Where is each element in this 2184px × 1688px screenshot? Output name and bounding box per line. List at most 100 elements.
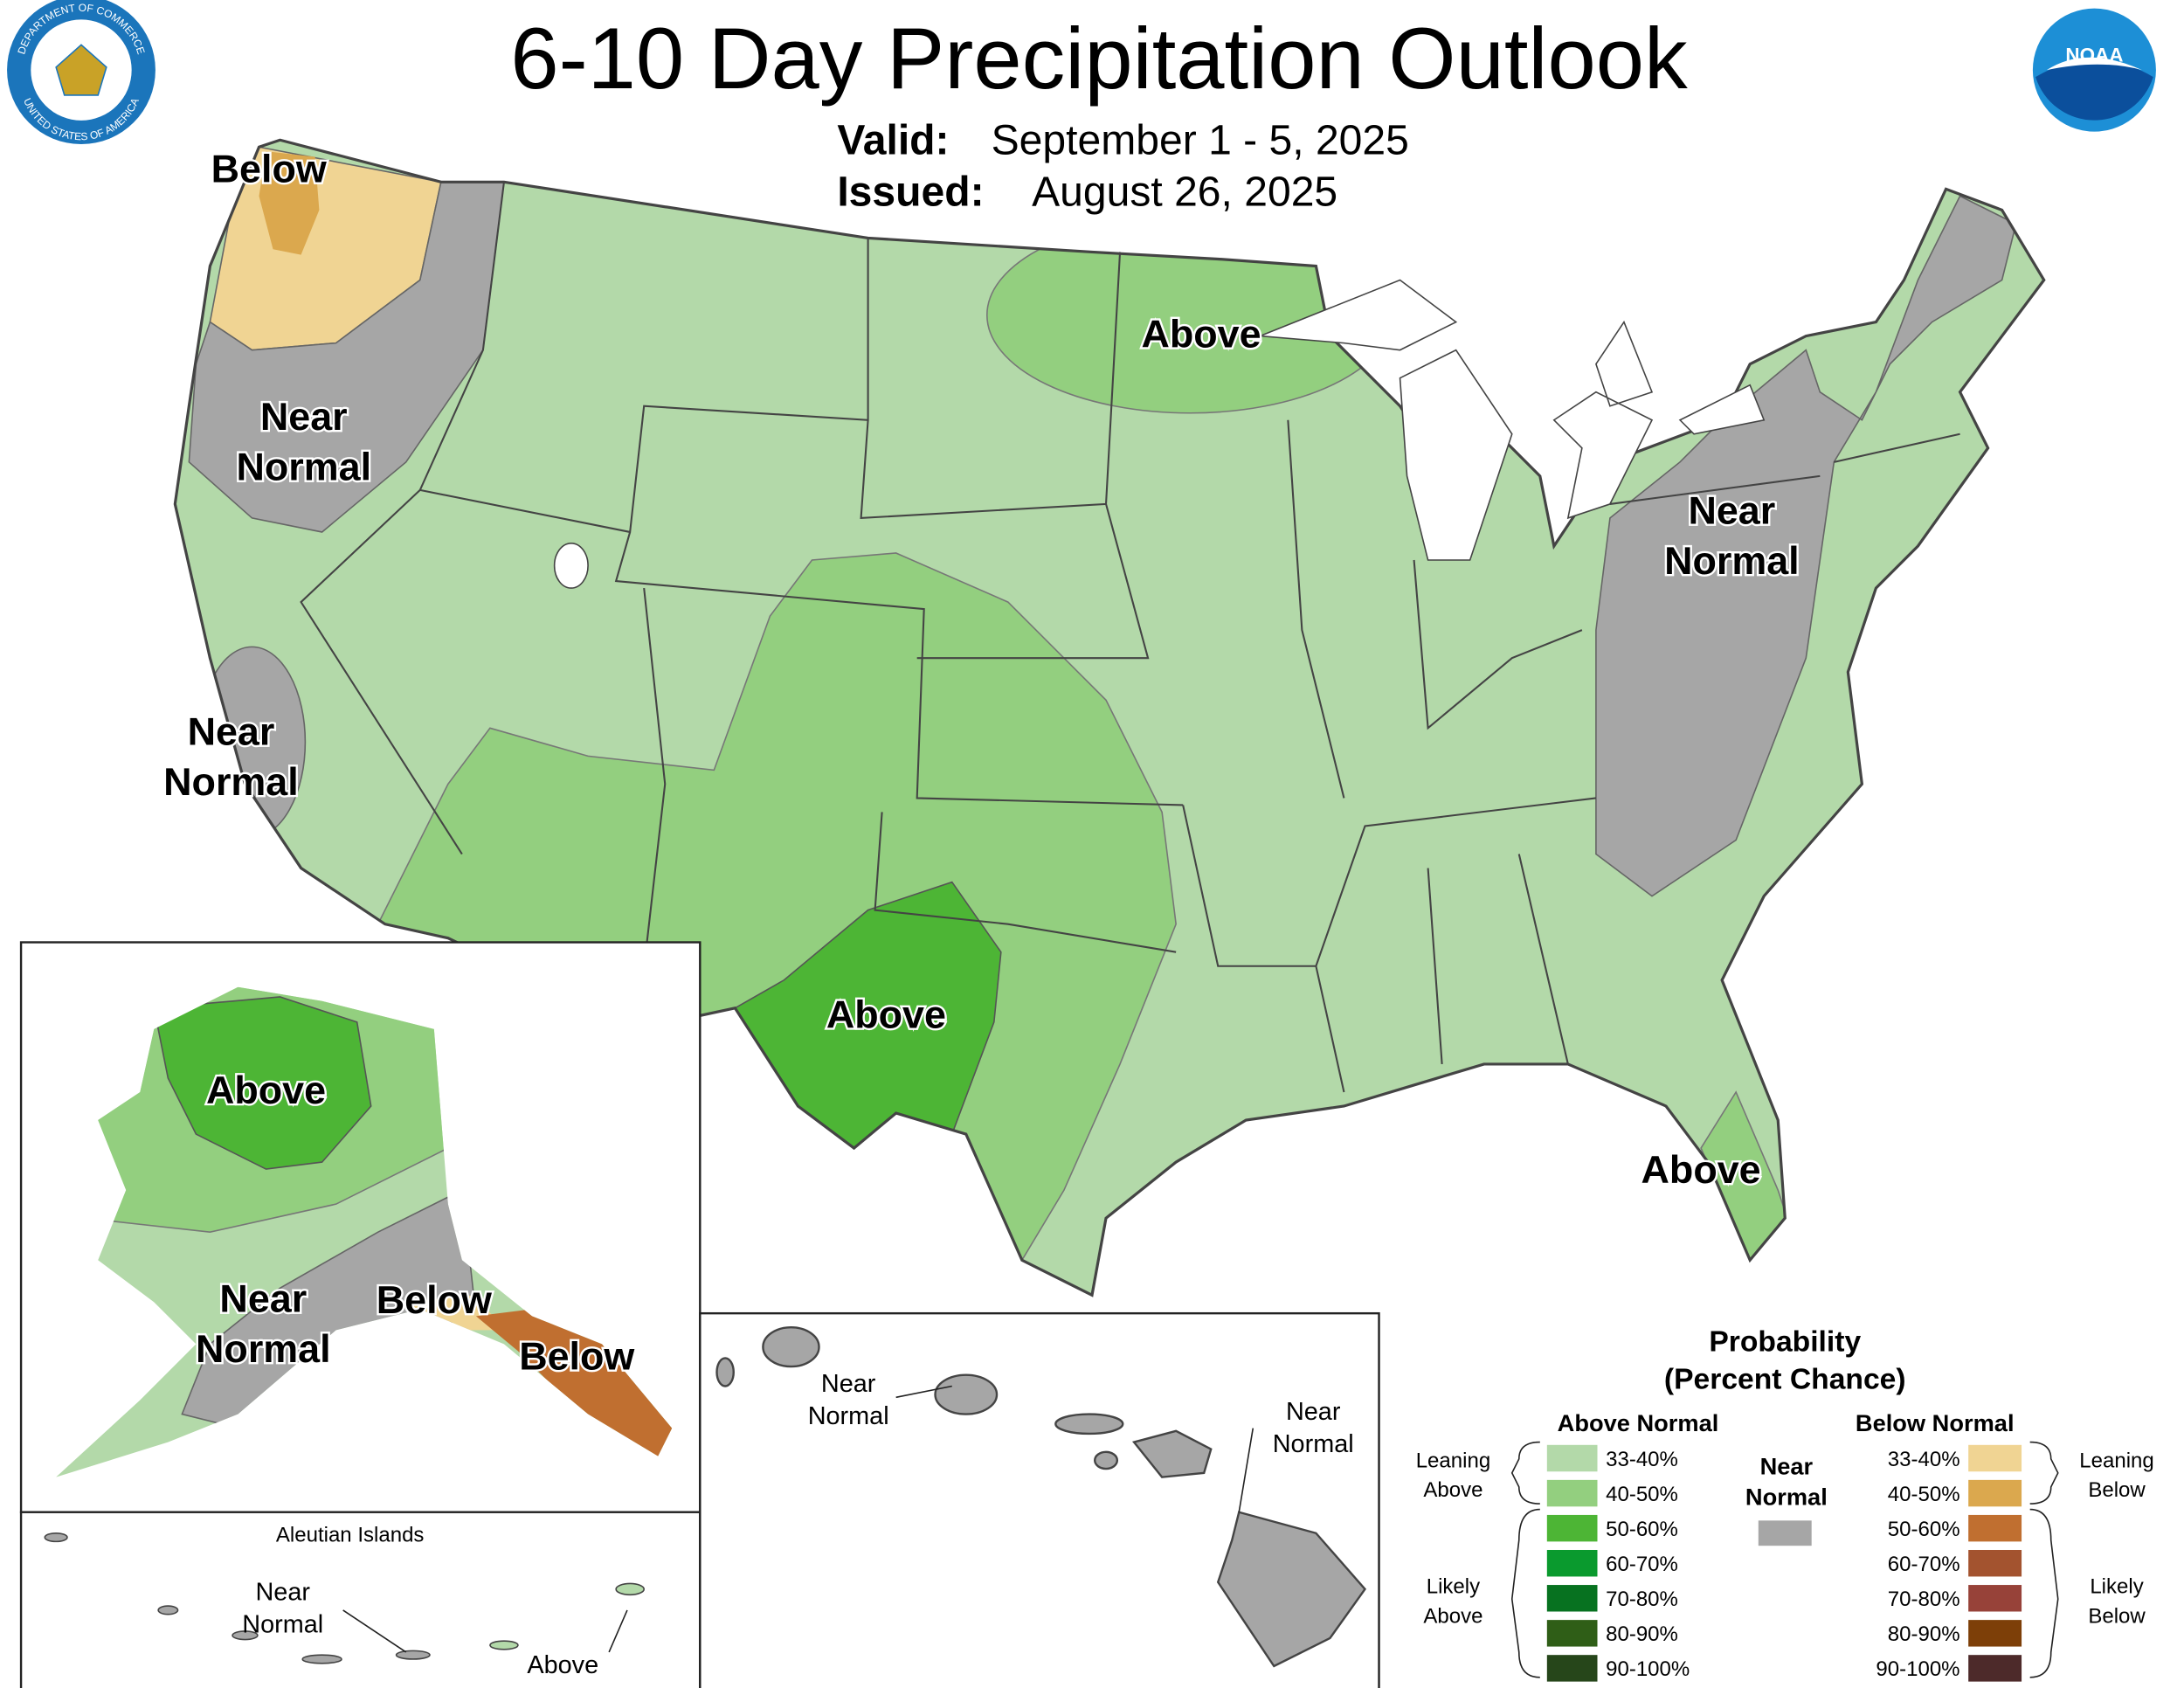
legend-label: 60-70% <box>1606 1553 1678 1576</box>
map-label: Below <box>377 1277 492 1322</box>
map-label-line: Normal <box>196 1326 331 1371</box>
map-label: Near Normal <box>163 709 299 804</box>
island <box>1054 1413 1124 1435</box>
legend-title-line: (Percent Chance) <box>1664 1364 1906 1396</box>
legend-label: 70-80% <box>1606 1588 1678 1611</box>
map-label-line: Near <box>255 1579 310 1607</box>
conus-regions <box>188 146 2017 1263</box>
map-label-line: Near <box>1688 488 1775 532</box>
map-label-line: Above <box>1141 311 1261 356</box>
legend-label: 90-100% <box>1606 1657 1690 1681</box>
noaa-wave <box>2035 59 2153 121</box>
region-near-normal <box>1595 195 2017 897</box>
valid-label: Valid: <box>837 116 949 163</box>
legend-group-line: Below <box>2088 1478 2146 1502</box>
legend-near-normal: Near Normal <box>1745 1452 1828 1510</box>
island <box>1216 1511 1367 1668</box>
legend-swatch <box>1968 1444 2022 1472</box>
map-label: Near Normal <box>236 394 371 488</box>
map-label-line: Below <box>211 146 327 190</box>
legend-group-line: Likely <box>2090 1575 2143 1599</box>
island <box>615 1582 645 1596</box>
map-label: Above <box>1641 1147 1761 1192</box>
legend-group: Leaning Above <box>1416 1449 1490 1502</box>
region-below-50 <box>475 1309 673 1463</box>
map-label-line: Normal <box>808 1402 889 1430</box>
legend-label: 80-90% <box>1888 1622 1960 1646</box>
map-label-line: Normal <box>1273 1430 1354 1458</box>
legend-swatch <box>1546 1514 1598 1542</box>
state-lines <box>300 182 1960 1093</box>
noaa-logo: NOAA <box>2032 8 2156 132</box>
legend-group: Leaning Below <box>2079 1449 2153 1502</box>
map-label-line: Normal <box>1664 538 1800 583</box>
island <box>934 1373 999 1415</box>
legend-swatch <box>1968 1655 2022 1682</box>
issued-label: Issued: <box>837 169 984 216</box>
map-label-line: Above <box>1641 1147 1761 1192</box>
map-label: Below <box>519 1333 634 1378</box>
island <box>301 1654 342 1664</box>
map-label: Near Normal <box>1664 488 1800 582</box>
island <box>762 1325 820 1368</box>
map-label: Above <box>826 992 946 1036</box>
legend-label: 70-80% <box>1888 1588 1960 1611</box>
legend-label: 33-40% <box>1888 1448 1960 1471</box>
map-label-line: Near <box>260 394 348 439</box>
legend-swatch <box>1968 1514 2022 1542</box>
issued-date: August 26, 2025 <box>1032 169 1337 216</box>
legend-label: 80-90% <box>1606 1622 1678 1646</box>
aleutian-title: Aleutian Islands <box>276 1523 425 1546</box>
leader-lines <box>342 1609 628 1653</box>
legend-swatch <box>1546 1444 1598 1472</box>
map-label: Near Normal <box>1273 1398 1354 1458</box>
legend-label: 60-70% <box>1888 1553 1960 1576</box>
leader-lines <box>895 1385 1254 1512</box>
aleutian-inset <box>19 1511 702 1688</box>
legend-label: 40-50% <box>1888 1483 1960 1506</box>
island <box>1094 1450 1119 1470</box>
island <box>232 1630 259 1641</box>
noaa-bird <box>2046 57 2142 71</box>
map-label: Near Normal <box>196 1276 331 1371</box>
aleutian-islands <box>44 1532 645 1664</box>
valid-dates: September 1 - 5, 2025 <box>992 116 1409 163</box>
map-label-line: Normal <box>236 444 371 488</box>
map-label-line: Below <box>519 1333 634 1378</box>
labels: Below Near Normal Near Normal Above Near Normal… <box>162 144 2154 1682</box>
legend-swatch <box>1546 1620 1598 1647</box>
legend-swatch <box>1968 1620 2022 1647</box>
map-label: Below <box>211 146 327 190</box>
legend-header: Above Normal <box>1558 1409 1719 1436</box>
map-label-line: Above <box>527 1651 598 1679</box>
map-label-line: Normal <box>242 1611 323 1639</box>
legend-swatch <box>1546 1549 1598 1577</box>
legend-group-line: Leaning <box>1416 1449 1490 1472</box>
legend-group-line: Leaning <box>2079 1449 2153 1472</box>
commerce-seal: DEPARTMENT OF COMMERCE UNITED STATES OF … <box>7 0 156 145</box>
map-label: Above <box>1141 311 1261 356</box>
island <box>715 1357 735 1387</box>
map-label: Near Normal <box>242 1579 323 1639</box>
legend-title-line: Probability <box>1709 1325 1861 1358</box>
island <box>1131 1429 1213 1478</box>
legend-header: Below Normal <box>1856 1409 2015 1436</box>
legend-swatch <box>1968 1549 2022 1577</box>
map-label-line: Near <box>821 1370 876 1398</box>
legend-swatch <box>1758 1520 1812 1546</box>
island <box>489 1640 519 1650</box>
seal-emblem <box>55 44 107 96</box>
island <box>157 1605 179 1615</box>
hawaii-islands <box>715 1325 1367 1668</box>
legend-label: 40-50% <box>1606 1483 1678 1506</box>
legend-near-normal-line: Normal <box>1745 1484 1828 1511</box>
legend-swatch <box>1546 1585 1598 1612</box>
legend-swatch <box>1546 1479 1598 1507</box>
legend-group: Likely Above <box>1423 1575 1482 1629</box>
map-label-line: Above <box>206 1068 326 1112</box>
great-salt-lake <box>553 542 589 589</box>
legend-group-line: Below <box>2088 1604 2146 1628</box>
legend-group: Likely Below <box>2088 1575 2146 1629</box>
legend-label: 33-40% <box>1606 1448 1678 1471</box>
